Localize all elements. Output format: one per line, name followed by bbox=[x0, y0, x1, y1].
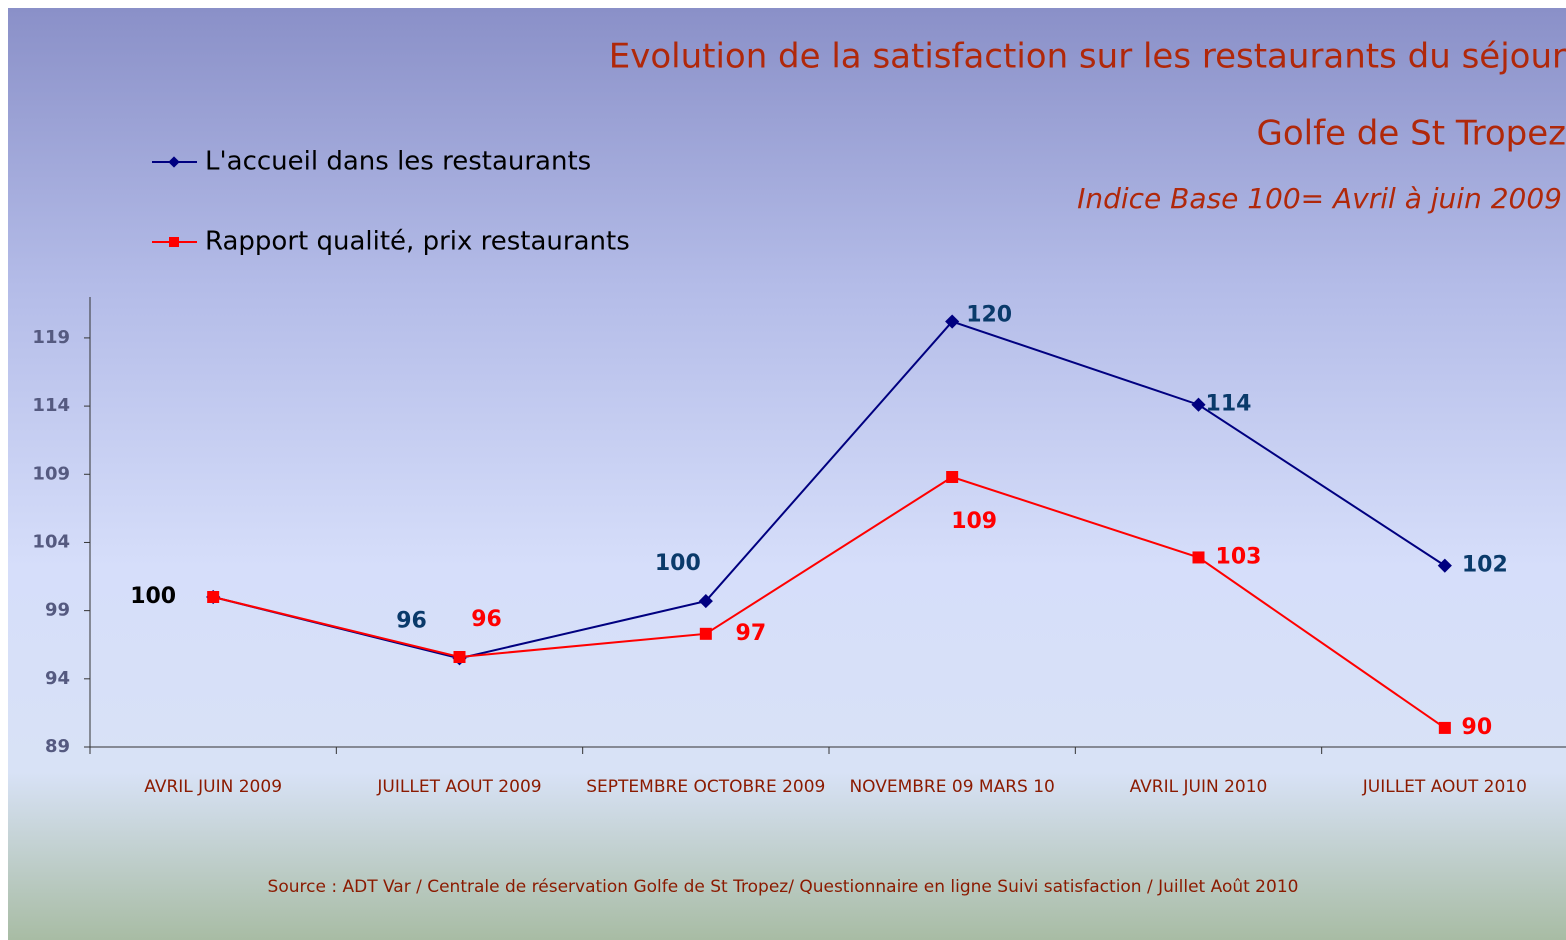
legend-marker bbox=[169, 237, 179, 247]
x-tick-label: AVRIL JUIN 2009 bbox=[144, 777, 283, 797]
y-tick-label: 114 bbox=[32, 395, 70, 416]
marker bbox=[1438, 721, 1451, 734]
marker bbox=[1191, 397, 1206, 412]
marker bbox=[699, 627, 712, 640]
data-label: 100 bbox=[655, 551, 701, 576]
x-tick-label: NOVEMBRE 09 MARS 10 bbox=[849, 777, 1055, 797]
series-line bbox=[212, 320, 1446, 660]
x-tick-label: AVRIL JUIN 2010 bbox=[1129, 777, 1268, 797]
chart-note: Indice Base 100= Avril à juin 2009 bbox=[1077, 182, 1562, 215]
data-label: 90 bbox=[1462, 715, 1493, 740]
data-label: 96 bbox=[471, 607, 502, 632]
y-tick-label: 104 bbox=[32, 531, 70, 552]
chart-subtitle: Golfe de St Tropez bbox=[1257, 114, 1566, 154]
data-label: 100 bbox=[130, 584, 176, 609]
data-label: 109 bbox=[951, 509, 997, 534]
legend-marker bbox=[168, 156, 180, 168]
y-tick-label: 109 bbox=[32, 463, 70, 484]
marker bbox=[946, 471, 959, 483]
y-tick-label: 119 bbox=[32, 327, 70, 348]
data-label: 114 bbox=[1206, 392, 1252, 417]
y-tick-label: 94 bbox=[45, 668, 70, 689]
data-label: 120 bbox=[966, 303, 1012, 328]
data-label: 96 bbox=[396, 608, 427, 633]
marker bbox=[207, 591, 220, 603]
legend-label: L'accueil dans les restaurants bbox=[205, 147, 591, 177]
series-line bbox=[212, 475, 1446, 729]
marker bbox=[1437, 558, 1452, 573]
marker bbox=[453, 651, 466, 663]
data-label: 97 bbox=[736, 621, 767, 646]
y-tick-label: 99 bbox=[45, 600, 70, 621]
y-tick-label: 89 bbox=[45, 736, 70, 757]
x-tick-label: JUILLET AOUT 2009 bbox=[377, 777, 542, 797]
x-tick-label: JUILLET AOUT 2010 bbox=[1362, 777, 1527, 797]
x-tick-label: SEPTEMBRE OCTOBRE 2009 bbox=[586, 777, 826, 797]
legend-label: Rapport qualité, prix restaurants bbox=[205, 227, 630, 257]
chart-title: Evolution de la satisfaction sur les res… bbox=[609, 37, 1566, 77]
marker bbox=[945, 314, 960, 329]
data-label: 102 bbox=[1462, 553, 1508, 578]
data-label: 103 bbox=[1216, 544, 1262, 569]
source: Source : ADT Var / Centrale de réservati… bbox=[268, 877, 1299, 897]
marker bbox=[1192, 551, 1205, 564]
marker bbox=[698, 594, 713, 609]
